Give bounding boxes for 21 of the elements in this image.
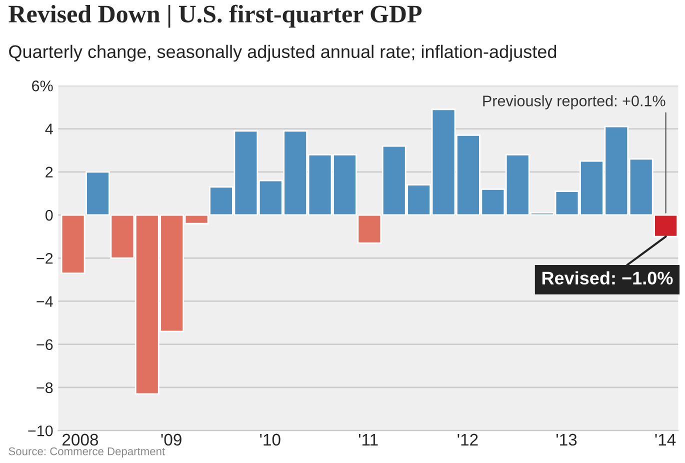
chart-title: Revised Down | U.S. first-quarter GDP [8,4,422,28]
y-tick-label: −6 [36,339,53,350]
x-tick-label: '09 [161,434,182,446]
y-tick-label: 2 [46,166,53,178]
y-tick-label: −2 [36,252,53,264]
annotation: Revised: −1.0% [542,271,673,285]
x-tick-label: '12 [458,434,478,446]
y-tick-label: −4 [36,296,53,307]
x-tick-label: 2008 [62,434,98,446]
y-tick-label: 0 [45,210,53,221]
source-note: Source: Commerce Department [8,447,165,458]
x-tick-label: '14 [655,434,676,446]
y-tick-label: 6% [32,80,53,92]
y-tick-label: 4 [45,124,53,134]
x-tick-label: '10 [260,434,280,446]
x-tick-label: '13 [556,434,577,446]
y-tick-label: −10 [28,425,53,436]
annotation: Previously reported: +0.1% [483,95,666,110]
chart-subtitle: Quarterly change, seasonally adjusted annual rate; inflation-adjusted [9,44,556,62]
x-tick-label: '11 [358,434,378,446]
y-tick-label: −8 [36,382,53,394]
